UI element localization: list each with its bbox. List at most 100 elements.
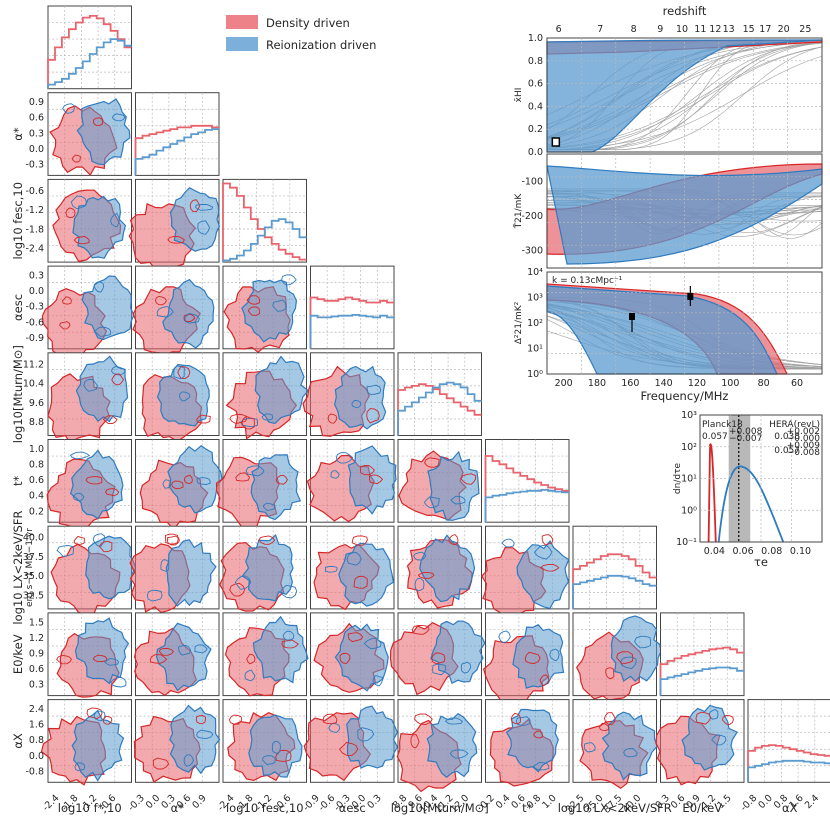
panel-fesc-fstar-contour-island — [110, 213, 120, 228]
panel-alphax-lx-contour-island — [603, 712, 616, 726]
ytick-e0: 0.9 — [29, 648, 44, 659]
xtick-alphastar: 0.9 — [190, 793, 208, 811]
tau-ytick: 10⁰ — [681, 505, 697, 516]
legend-label-1: Reionization driven — [266, 38, 376, 52]
panel-mturn-alphaesc-contour-island — [351, 399, 362, 409]
panel-lx-alphaesc-contour-island — [352, 535, 368, 546]
panel-alphax-fesc-contour-island — [271, 740, 281, 755]
xlabel-fstar: log10 f*,10 — [58, 801, 122, 815]
tau-ytick: 10⁻¹ — [676, 537, 697, 548]
panel-e0-fstar-contour-island — [104, 658, 120, 666]
panel-e0-e0 — [660, 612, 745, 697]
panel-e0-fesc-reion-contour — [252, 615, 309, 684]
history-xhi-ytick: 0.6 — [528, 79, 543, 90]
panel-mturn-alphastar-reion-contour — [156, 363, 210, 427]
ytick-alphaesc: -0.3 — [25, 302, 44, 313]
redshift-tick: 7 — [597, 24, 603, 35]
panel-lx-alphastar-contour-island — [147, 589, 163, 602]
hera-reion-err-plus: +0.009 — [787, 441, 821, 451]
tau-ytick: 10¹ — [681, 474, 697, 485]
legend-swatch-0 — [226, 15, 258, 29]
panel-e0-alphastar-contour-island — [149, 654, 168, 664]
panel-e0-tstar-contour-island — [549, 648, 560, 662]
ytick-tstar: 0.8 — [29, 459, 44, 470]
panel-alphaesc-fesc-contour-island — [247, 306, 261, 316]
history-t21-ytick: -100 — [521, 177, 543, 188]
panel-tstar-fstar-contour-island — [85, 476, 103, 485]
history-xhi-ytick: 0.4 — [528, 101, 543, 112]
redshift-tick: 8 — [631, 24, 637, 35]
panel-alphax-fstar-contour-island — [102, 715, 113, 725]
redshift-axis-label: redshift — [663, 4, 707, 18]
redshift-tick: 10 — [676, 24, 688, 35]
panel-alphaesc-fstar-contour-island — [61, 296, 72, 305]
panel-tstar-alphastar-contour-island — [196, 477, 211, 485]
panel-mturn-alphastar-contour-island — [177, 365, 191, 380]
ytick-fesc: -2.4 — [25, 244, 44, 255]
xlabel-lx: log10 LX<2keV/SFR — [558, 801, 672, 815]
panel-e0-fstar-reion-contour — [74, 617, 130, 685]
panel-alphastar-fstar-contour-island — [92, 117, 104, 126]
tau-xlabel: τe — [754, 555, 768, 569]
panel-e0-fstar-contour-island — [92, 654, 108, 663]
redshift-tick: 9 — [657, 24, 663, 35]
panel-alphax-alphax-frame — [747, 699, 830, 783]
panel-alphastar-fstar-contour-island — [71, 154, 81, 163]
panel-alphastar-alphastar-bg — [135, 92, 219, 176]
planck-label: Planck18 — [702, 420, 743, 430]
panel-alphax-e0-contour-island — [695, 711, 711, 725]
ylabel-lx: log10 LX<2keV/SFR — [11, 511, 25, 625]
panel-mturn-fstar-reion-contour — [75, 355, 129, 423]
panel-e0-tstar-contour-island — [524, 651, 541, 665]
panel-alphastar-fstar-frame — [47, 92, 132, 176]
ps-limit-marker-1 — [629, 313, 635, 320]
ylabel-lx-units: erg s−1 M⊙−1 yr — [25, 528, 35, 607]
panel-alphax-tstar-contour-island — [533, 730, 544, 739]
ytick-mturn: 9.6 — [29, 398, 44, 409]
panel-alphax-tstar-contour-island — [515, 716, 531, 726]
ytick-tstar: 0.2 — [29, 506, 44, 517]
panel-mturn-mturn-hist-reion-step — [397, 381, 482, 436]
panel-fesc-alphastar-reion-contour — [169, 187, 221, 252]
ylabel-fesc: log10 fesc,10 — [11, 182, 25, 260]
panel-tstar-mturn-reion-contour — [427, 450, 480, 521]
panel-alphax-alphastar-reion-contour — [169, 704, 221, 775]
freq-tick: 180 — [588, 378, 606, 389]
panel-alphax-fesc-contour-island — [262, 755, 276, 765]
hera-density-err-plus: +0.002 — [787, 427, 820, 437]
panel-alphax-fstar-reion-contour — [71, 709, 125, 782]
tau-ytick: 10³ — [681, 410, 697, 421]
panel-lx-fstar-contour-island — [73, 535, 85, 545]
panel-alphax-fesc-frame — [222, 699, 307, 783]
panel-tstar-fesc-contour-island — [275, 474, 288, 485]
redshift-tick: 11 — [694, 24, 706, 35]
panel-mturn-alphaesc-contour-island — [366, 384, 382, 396]
panel-mturn-fstar-contour-island — [102, 415, 118, 424]
panel-alphaesc-fstar-contour-island — [93, 281, 105, 293]
panel-tstar-tstar — [485, 439, 570, 523]
history-xhi-ytick: 1.0 — [528, 33, 543, 44]
panel-alphax-alphastar-contour-island — [183, 754, 194, 767]
panel-lx-mturn-contour-island — [448, 534, 459, 546]
panel-alphaesc-alphastar-contour-island — [156, 306, 174, 318]
history-ps-ytick: 10² — [527, 318, 543, 329]
xlabel-alphax: αX — [782, 801, 798, 815]
panel-e0-lx-contour-island — [605, 667, 615, 680]
panel-alphax-alphax — [747, 699, 830, 783]
panel-tstar-mturn-frame — [397, 439, 482, 523]
freq-tick: 200 — [555, 378, 573, 389]
history-ps-ylabel: Δ²21/mK² — [514, 301, 524, 344]
freq-tick: 80 — [758, 378, 770, 389]
ytick-mturn: 10.4 — [23, 379, 44, 390]
panel-alphax-tstar-contour-island — [532, 761, 550, 771]
panel-alphax-alphastar-contour-island — [195, 715, 206, 725]
panel-e0-fesc-contour-island — [282, 630, 295, 641]
panel-alphaesc-alphaesc-hist-reion-step — [309, 314, 394, 349]
planck-err-plus: +0.008 — [729, 427, 763, 437]
history-ps — [546, 271, 823, 375]
ytick-alphaesc: -0.6 — [25, 317, 44, 328]
panel-tstar-alphaesc-contour-island — [330, 470, 340, 479]
panel-mturn-fstar-contour-island — [110, 365, 127, 376]
panel-e0-mturn-contour-island — [411, 624, 430, 635]
panel-tstar-mturn-contour-island — [450, 495, 466, 505]
